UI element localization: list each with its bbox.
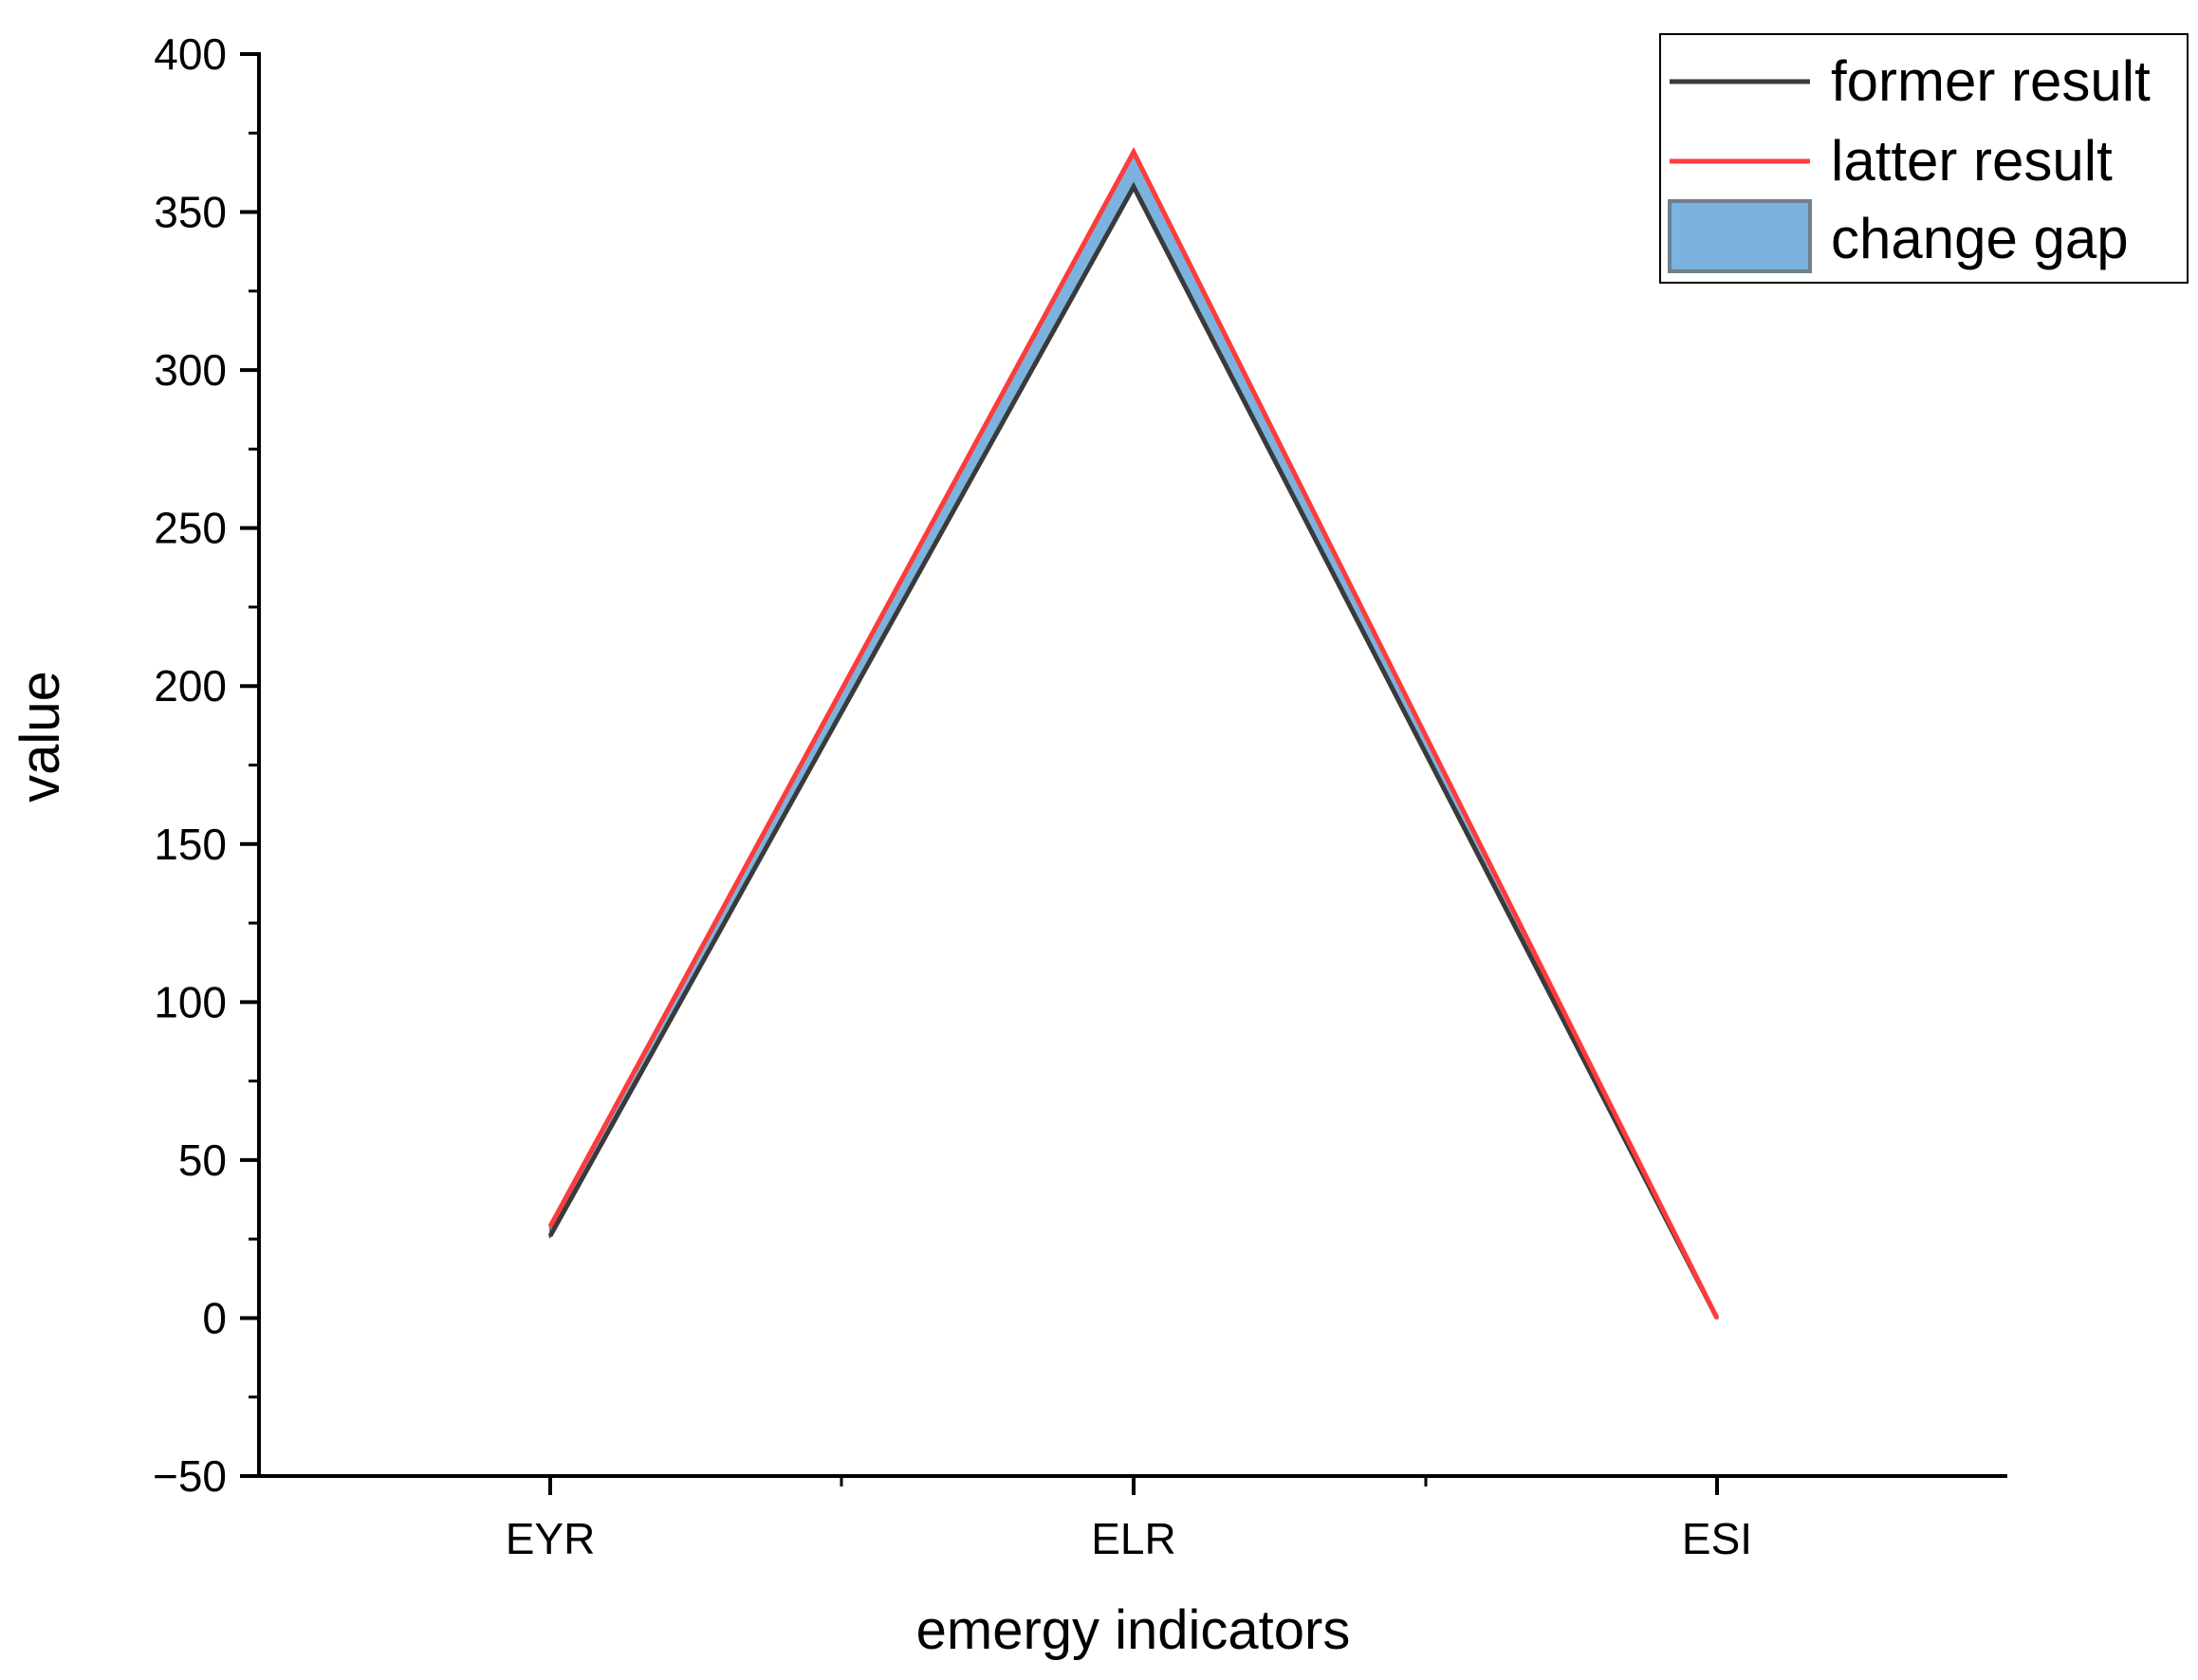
y-tick-label: 200 (154, 661, 227, 711)
y-tick-label: 400 (154, 29, 227, 79)
y-tick-label: 100 (154, 977, 227, 1026)
y-tick-label: 300 (154, 345, 227, 395)
ticks-layer: −50 0 50 100 150 200 250 300 350 400 EYR ELR ESI (153, 29, 1752, 1563)
data-point-latter-result (1132, 150, 1136, 154)
change-gap-band (549, 150, 1718, 1319)
data-point-former-result (1132, 185, 1136, 189)
y-tick-label: 250 (154, 504, 227, 553)
data-point-latter-result (548, 1225, 552, 1228)
legend-label-former-result: former result (1831, 49, 2151, 113)
x-axis-title: emergy indicators (916, 1599, 1351, 1661)
x-tick-label: ESI (1682, 1514, 1752, 1563)
data-point-latter-result (1715, 1316, 1719, 1320)
y-tick-label: 50 (178, 1135, 227, 1185)
legend-label-change-gap: change gap (1831, 207, 2129, 270)
series-line-former-result (547, 181, 1720, 1320)
y-axis-title: value (9, 671, 71, 803)
y-tick-label: −50 (153, 1451, 227, 1501)
legend: former result latter result change gap (1659, 33, 2189, 284)
y-tick-label: 0 (202, 1293, 227, 1342)
x-tick-label: ELR (1091, 1514, 1175, 1563)
legend-swatch-change-gap (1668, 199, 1812, 273)
change-gap-band-layer (549, 150, 1718, 1319)
legend-label-latter-result: latter result (1831, 129, 2113, 193)
series-layer (547, 146, 1720, 1320)
y-tick-label: 350 (154, 188, 227, 237)
series-line-latter-result (547, 146, 1720, 1320)
data-point-former-result (548, 1234, 552, 1238)
x-tick-label: EYR (506, 1514, 596, 1563)
y-tick-label: 150 (154, 820, 227, 869)
